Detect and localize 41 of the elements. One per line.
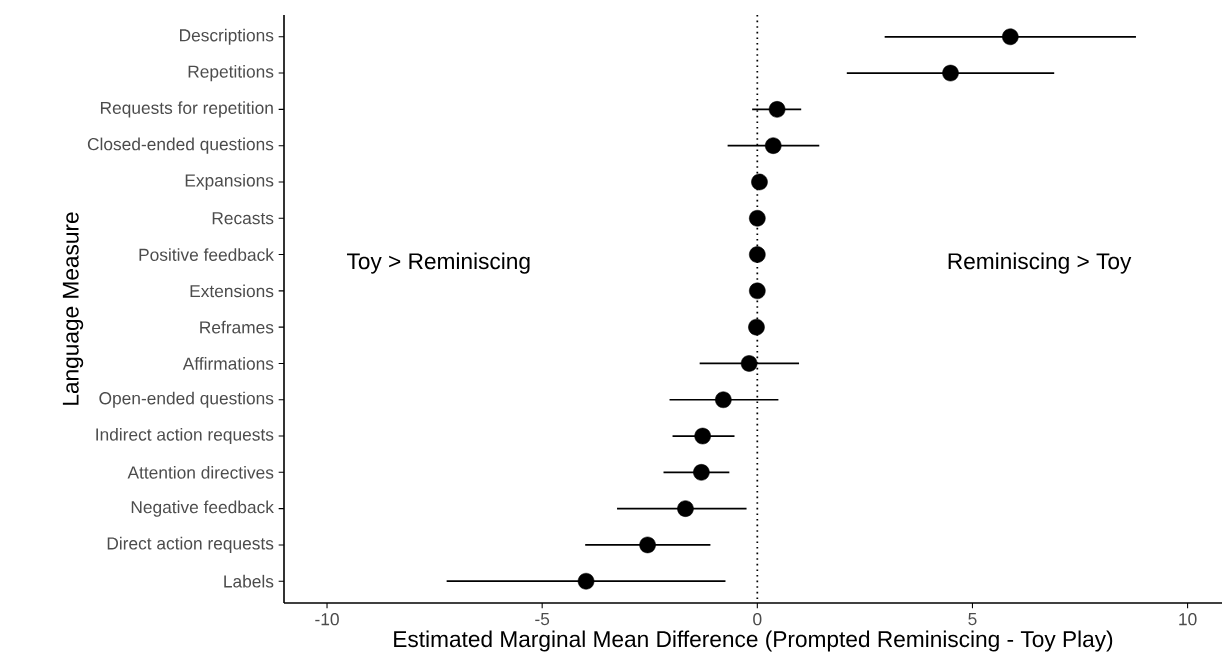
point [1002,28,1019,46]
point [764,137,782,154]
y-tick-label: Closed-ended questions [87,137,274,154]
point [740,355,758,372]
y-tick-label: Recasts [212,212,274,225]
y-axis-title: Language Measure [62,212,84,405]
point [751,173,768,191]
point [677,500,694,517]
y-tick-label: Positive feedback [139,248,274,261]
point [749,282,766,300]
y-tick-label: Affirmations [182,357,274,370]
x-tick-label: 5 [968,613,977,626]
y-tick-label: Reframes [200,320,274,334]
annotation: Reminiscing > Toy [948,252,1132,274]
point [639,536,656,554]
y-tick-label: Labels [224,574,274,588]
y-tick-label: Repetitions [188,64,274,82]
y-tick-label: Attention directives [127,465,274,479]
point [748,318,765,336]
y-tick-label: Requests for repetition [100,101,273,118]
annotation: Toy > Reminiscing [346,252,530,274]
point [715,391,732,409]
point [577,572,595,590]
y-tick-label: Open-ended questions [99,391,274,408]
y-tick-label: Direct action requests [107,536,274,554]
point [749,210,766,227]
y-tick-label: Expansions [185,173,274,191]
y-tick-label: Negative feedback [131,500,274,517]
x-tick-label: 0 [753,613,762,626]
point [768,101,786,118]
x-tick-label: -5 [535,613,550,626]
point [942,64,959,82]
y-tick-label: Extensions [190,284,274,298]
x-axis-title: Estimated Marginal Mean Difference (Prompted Reminiscing - Toy Play) [394,630,1113,652]
y-tick-label: Descriptions [180,28,274,45]
x-tick-label: -10 [315,613,339,626]
point [693,464,710,481]
x-tick-label: 10 [1179,613,1197,626]
y-tick-label: Indirect action requests [96,427,274,445]
point [749,246,766,263]
point [694,427,711,445]
